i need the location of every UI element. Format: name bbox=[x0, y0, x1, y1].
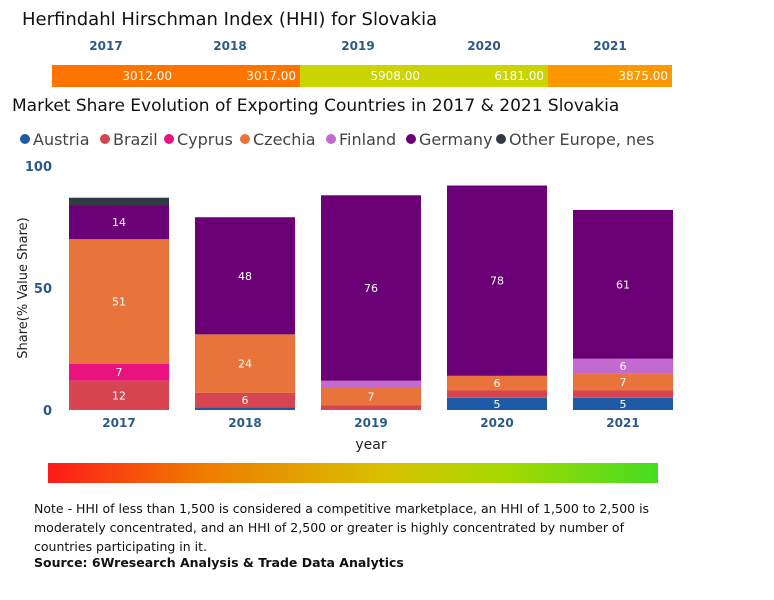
legend-item-czechia[interactable]: Czechia bbox=[240, 130, 316, 149]
hhi-year-2021: 2021 bbox=[593, 39, 627, 53]
hhi-year-2017: 2017 bbox=[89, 39, 123, 53]
legend-swatch bbox=[240, 134, 250, 144]
legend-swatch bbox=[20, 134, 30, 144]
bar-segment-brazil-2021 bbox=[573, 390, 673, 398]
legend-swatch bbox=[496, 134, 506, 144]
hhi-year-2018: 2018 bbox=[213, 39, 247, 53]
hhi-title: Herfindahl Hirschman Index (HHI) for Slo… bbox=[22, 9, 438, 30]
bar-segment-finland-2019 bbox=[321, 380, 421, 389]
hhi-value-2020: 6181.00 bbox=[424, 65, 548, 87]
bar-segment-czechia-2018 bbox=[195, 334, 295, 393]
legend-swatch bbox=[326, 134, 336, 144]
legend-item-finland[interactable]: Finland bbox=[326, 130, 396, 149]
bar-segment-czechia-2020 bbox=[447, 375, 547, 391]
data-label: 5 bbox=[494, 398, 501, 411]
data-label: 6 bbox=[494, 377, 501, 390]
hhi-year-2020: 2020 bbox=[467, 39, 501, 53]
legend-swatch bbox=[164, 134, 174, 144]
bar-segment-brazil-2020 bbox=[447, 390, 547, 398]
x-tick-label: 2017 bbox=[102, 416, 135, 430]
y-tick-label: 50 bbox=[34, 282, 52, 297]
legend-label: Other Europe, nes bbox=[509, 130, 655, 149]
bar-segment-czechia-2021 bbox=[573, 373, 673, 391]
y-tick-label: 100 bbox=[25, 160, 52, 175]
data-label: 14 bbox=[112, 216, 126, 229]
bar-segment-germany-2021 bbox=[573, 209, 673, 359]
bar-segment-austria-2021 bbox=[573, 397, 673, 410]
legend-item-brazil[interactable]: Brazil bbox=[100, 130, 158, 149]
data-label: 78 bbox=[490, 275, 504, 288]
bar-segment-germany-2017 bbox=[69, 205, 169, 240]
bar-segment-austria-2020 bbox=[447, 397, 547, 410]
bar-segment-brazil-2018 bbox=[195, 392, 295, 408]
data-label: 48 bbox=[238, 270, 252, 283]
hhi-value-2018: 3017.00 bbox=[176, 65, 300, 87]
data-label: 6 bbox=[620, 360, 627, 373]
bar-segment-austria-2018 bbox=[195, 407, 295, 410]
legend-swatch bbox=[406, 134, 416, 144]
legend-item-cyprus[interactable]: Cyprus bbox=[164, 130, 233, 149]
chart-title: Market Share Evolution of Exporting Coun… bbox=[12, 96, 620, 116]
bar-segment-finland-2021 bbox=[573, 358, 673, 374]
bar-segment-cyprus-2017 bbox=[69, 363, 169, 381]
data-label: 76 bbox=[364, 282, 378, 295]
hhi-value-2019: 5908.00 bbox=[300, 65, 424, 87]
x-tick-label: 2019 bbox=[354, 416, 387, 430]
legend-label: Austria bbox=[33, 130, 90, 149]
x-tick-label: 2020 bbox=[480, 416, 513, 430]
bar-segment-brazil-2017 bbox=[69, 380, 169, 410]
x-tick-label: 2018 bbox=[228, 416, 261, 430]
note-text: Note - HHI of less than 1,500 is conside… bbox=[34, 501, 650, 554]
y-tick-label: 0 bbox=[43, 404, 52, 419]
legend-label: Brazil bbox=[113, 130, 158, 149]
x-axis-label: year bbox=[355, 437, 386, 453]
data-label: 7 bbox=[116, 366, 123, 379]
bar-segment-brazil-2019 bbox=[321, 405, 421, 410]
data-label: 7 bbox=[368, 391, 375, 404]
bar-segment-germany-2020 bbox=[447, 185, 547, 376]
legend-label: Finland bbox=[339, 130, 397, 149]
y-axis-label: Share(% Value Share) bbox=[16, 217, 31, 359]
legend-swatch bbox=[100, 134, 110, 144]
source-text: Source: 6Wresearch Analysis & Trade Data… bbox=[34, 555, 404, 570]
data-label: 6 bbox=[242, 394, 249, 407]
data-label: 24 bbox=[238, 358, 252, 371]
hhi-years: 2017 2018 2019 2020 2021 bbox=[44, 39, 672, 55]
legend-item-austria[interactable]: Austria bbox=[20, 130, 90, 149]
hhi-value-2017: 3012.00 bbox=[52, 65, 176, 87]
data-label: 61 bbox=[616, 278, 630, 291]
stacked-bar-chart: 0 50 100 Share(% Value Share) 12 7 51 14 2017 6 24… bbox=[16, 160, 673, 453]
bar-segment-germany-2019 bbox=[321, 195, 421, 381]
legend-item-other-europe[interactable]: Other Europe, nes bbox=[496, 130, 654, 149]
bar-segment-other-europe-nes-2017 bbox=[69, 197, 169, 206]
hhi-color-scale bbox=[48, 463, 658, 483]
legend-label: Cyprus bbox=[177, 130, 233, 149]
data-label: 7 bbox=[620, 376, 627, 389]
hhi-value-2021: 3875.00 bbox=[548, 65, 672, 87]
bar-segment-czechia-2019 bbox=[321, 388, 421, 406]
data-label: 5 bbox=[620, 398, 627, 411]
bar-segment-czechia-2017 bbox=[69, 239, 169, 364]
data-label: 51 bbox=[112, 295, 126, 308]
data-label: 12 bbox=[112, 389, 126, 402]
legend-item-germany[interactable]: Germany bbox=[406, 130, 493, 149]
x-tick-label: 2021 bbox=[606, 416, 639, 430]
legend-label: Czechia bbox=[253, 130, 316, 149]
hhi-value-bar: 3012.00 3017.00 5908.00 6181.00 3875.00 bbox=[52, 65, 672, 87]
hhi-year-2019: 2019 bbox=[341, 39, 375, 53]
legend-label: Germany bbox=[419, 130, 493, 149]
bar-segment-germany-2018 bbox=[195, 217, 295, 335]
